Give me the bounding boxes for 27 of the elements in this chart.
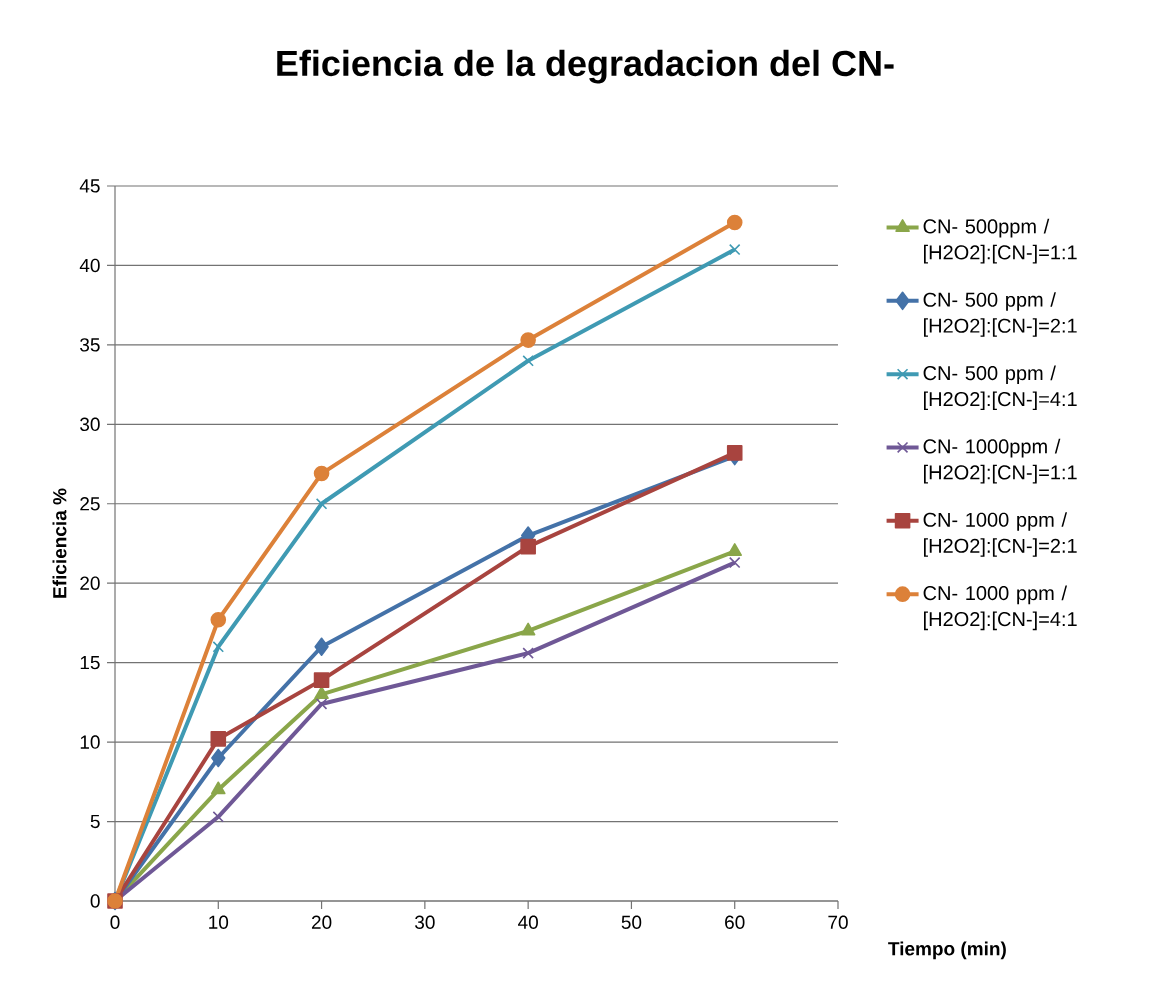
x-tick-label: 10 bbox=[209, 915, 229, 929]
y-tick-label: 20 bbox=[80, 576, 100, 590]
y-tick-label: 5 bbox=[90, 814, 100, 829]
x-tick-label: 40 bbox=[518, 915, 538, 929]
legend-label: CN- 1000 ppm / [H2O2]:[CN-]=4:1 bbox=[923, 585, 1077, 631]
x-tick-label: 20 bbox=[311, 915, 332, 929]
x-tick-label: 0 bbox=[110, 915, 120, 929]
legend-label: CN- 500 ppm / [H2O2]:[CN-]=2:1 bbox=[923, 292, 1077, 337]
y-axis-title: Eficiencia % bbox=[52, 488, 67, 598]
chart-title: Eficiencia de la degradacion del CN- bbox=[277, 49, 894, 84]
legend-label: CN- 1000 ppm / [H2O2]:[CN-]=2:1 bbox=[923, 512, 1077, 557]
y-tick-label: 35 bbox=[80, 338, 100, 352]
y-tick-label: 10 bbox=[80, 735, 100, 749]
y-tick-label: 0 bbox=[90, 894, 100, 908]
x-tick-label: 70 bbox=[828, 915, 848, 929]
y-tick-label: 15 bbox=[80, 656, 100, 670]
legend-label: CN- 500 ppm / [H2O2]:[CN-]=4:1 bbox=[923, 365, 1077, 411]
legend-label: CN- 1000ppm / [H2O2]:[CN-]=1:1 bbox=[923, 438, 1077, 484]
x-tick-label: 30 bbox=[415, 915, 435, 929]
x-axis-title: Tiempo (min) bbox=[888, 941, 1006, 960]
y-tick-label: 45 bbox=[79, 179, 100, 193]
y-tick-label: 25 bbox=[80, 497, 100, 511]
x-tick-label: 60 bbox=[725, 915, 745, 929]
y-tick-label: 30 bbox=[80, 417, 100, 432]
y-tick-label: 40 bbox=[79, 258, 100, 273]
legend-label: CN- 500ppm / [H2O2]:[CN-]=1:1 bbox=[923, 218, 1077, 264]
x-tick-label: 50 bbox=[621, 915, 642, 929]
